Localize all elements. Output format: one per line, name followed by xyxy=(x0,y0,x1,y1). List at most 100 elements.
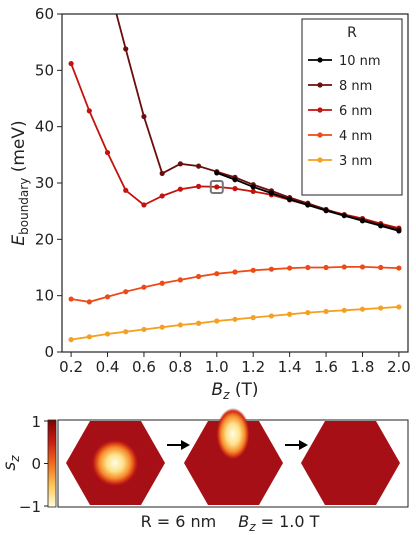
data-point xyxy=(141,113,147,120)
arrow-head-icon xyxy=(299,440,308,450)
data-point xyxy=(159,193,165,199)
x-tick-label: 0.8 xyxy=(168,358,192,376)
legend-items: 10 nm 8 nm 6 nm 4 nm 3 nm xyxy=(308,54,381,169)
data-point xyxy=(177,322,183,328)
data-point xyxy=(305,264,311,271)
data-point xyxy=(396,304,402,310)
data-point xyxy=(232,269,238,275)
data-point xyxy=(287,265,293,271)
legend-label: 10 nm xyxy=(339,54,381,69)
data-point xyxy=(305,309,311,316)
data-point xyxy=(123,46,129,52)
data-point xyxy=(359,218,366,224)
spin-map-2 xyxy=(184,408,283,505)
series-4-nm xyxy=(68,264,402,305)
data-point xyxy=(268,313,275,319)
data-point xyxy=(341,213,347,219)
data-point xyxy=(86,299,92,305)
legend-marker xyxy=(317,107,323,113)
data-point xyxy=(214,184,220,190)
series-layer xyxy=(68,14,402,343)
spin-map-1 xyxy=(66,421,165,505)
legend-marker xyxy=(317,157,323,163)
data-point xyxy=(141,284,147,290)
data-point xyxy=(104,331,111,337)
x-axis-label: Bz (T) xyxy=(211,380,258,402)
legend-item: 3 nm xyxy=(308,154,372,169)
series-3-nm xyxy=(68,304,402,343)
legend-marker xyxy=(317,82,323,88)
x-tick-label: 1.6 xyxy=(314,358,338,376)
data-point xyxy=(287,311,293,317)
y-tick-label: 30 xyxy=(35,174,54,192)
data-point xyxy=(195,183,202,189)
legend-title: R xyxy=(347,25,357,41)
y-tick-label: 10 xyxy=(35,287,54,305)
data-point xyxy=(68,296,74,302)
data-point xyxy=(323,264,329,271)
x-tick-label: 1.8 xyxy=(351,358,375,376)
data-point xyxy=(359,264,366,270)
data-point xyxy=(378,305,384,311)
data-point xyxy=(323,208,329,214)
x-tick-label: 1.0 xyxy=(205,358,229,376)
colorbar-tick-1: 1 xyxy=(31,413,41,431)
legend: R 10 nm 8 nm 6 nm 4 nm 3 nm xyxy=(301,18,403,196)
data-point xyxy=(159,170,165,177)
caption: R = 6 nm Bz = 1.0 T xyxy=(141,512,320,534)
y-tick-label: 40 xyxy=(35,118,54,136)
data-point xyxy=(141,326,147,333)
colorbar-tick-minus1: −1 xyxy=(19,498,41,516)
colorbar-tick-0: 0 xyxy=(31,455,41,473)
data-point xyxy=(396,265,402,271)
y-tick-label: 60 xyxy=(35,5,54,23)
data-point xyxy=(195,273,202,280)
data-point xyxy=(396,228,402,234)
legend-label: 8 nm xyxy=(339,79,372,94)
series-10-nm xyxy=(214,170,402,234)
data-point xyxy=(177,161,183,167)
data-point xyxy=(378,223,384,229)
data-point xyxy=(359,306,366,312)
data-point xyxy=(214,170,220,176)
data-point xyxy=(250,184,256,190)
data-point xyxy=(232,316,238,322)
legend-item: 8 nm xyxy=(308,79,372,94)
spin-map-3 xyxy=(301,421,400,505)
data-point xyxy=(159,324,165,330)
data-point xyxy=(341,264,347,270)
data-point xyxy=(68,60,74,67)
spin-hotspot-1 xyxy=(91,439,139,487)
data-point xyxy=(123,329,129,335)
highlight-box xyxy=(209,179,224,194)
colorbar-label: sz xyxy=(0,455,22,471)
arrow-head-icon xyxy=(181,440,190,450)
x-tick-label: 0.2 xyxy=(59,358,83,376)
data-point xyxy=(232,177,238,183)
legend-marker xyxy=(317,57,323,63)
x-tick-label: 1.4 xyxy=(278,358,302,376)
data-point xyxy=(104,149,111,156)
data-point xyxy=(341,307,347,313)
data-point xyxy=(159,280,165,286)
x-tick-label: 2.0 xyxy=(387,358,411,376)
data-point xyxy=(268,190,275,196)
data-point xyxy=(250,188,256,195)
legend-label: 4 nm xyxy=(339,129,372,144)
y-tick-label: 20 xyxy=(35,230,54,248)
series-line xyxy=(70,306,399,341)
data-point xyxy=(141,202,147,208)
data-point xyxy=(195,163,202,169)
x-tick-label: 1.2 xyxy=(241,358,265,376)
legend-frame xyxy=(301,18,403,196)
data-point xyxy=(123,187,129,193)
data-point xyxy=(250,267,256,273)
legend-item: 4 nm xyxy=(308,129,372,144)
legend-item: 10 nm xyxy=(308,54,381,69)
data-point xyxy=(104,294,111,300)
data-point xyxy=(250,315,256,321)
data-point xyxy=(214,318,220,324)
spin-panel: 1 0 −1 sz R = 6 nm Bz = 1.0 T xyxy=(0,408,409,534)
data-point xyxy=(214,271,220,277)
